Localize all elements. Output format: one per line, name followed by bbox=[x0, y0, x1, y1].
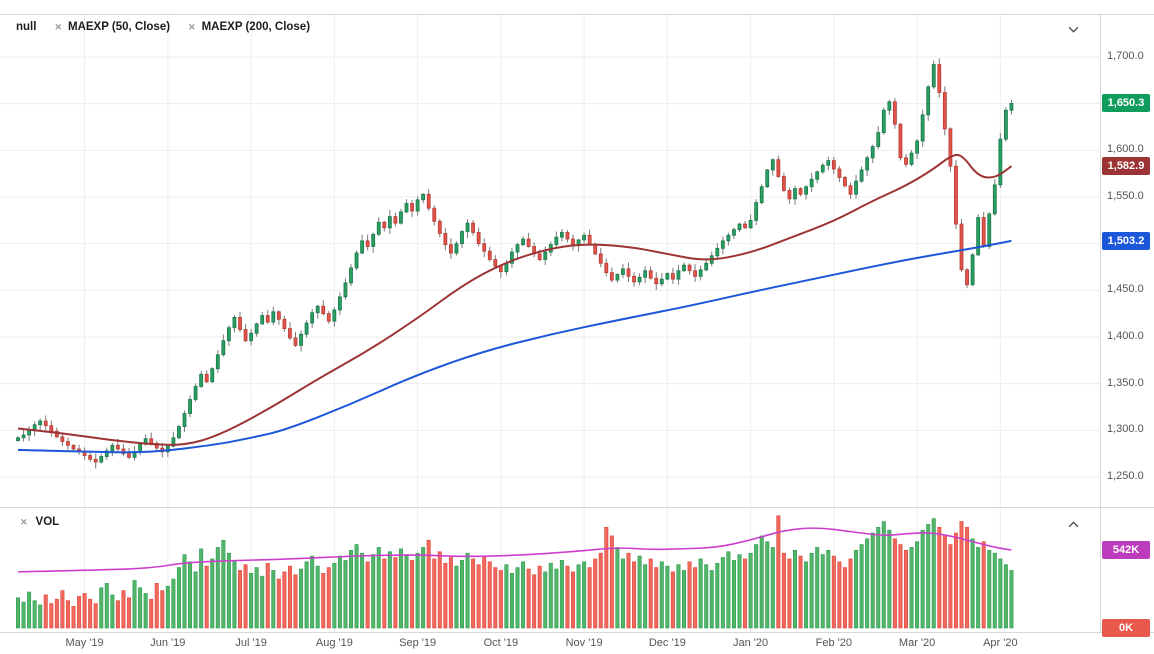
price-tick-label: 1,350.0 bbox=[1107, 376, 1144, 389]
chevron-down-icon bbox=[1068, 26, 1078, 33]
time-tick-label: Oct '19 bbox=[483, 637, 519, 649]
ma200-line bbox=[17, 239, 1012, 454]
remove-volume-icon[interactable]: ✕ bbox=[20, 516, 28, 527]
time-tick-label: Apr '20 bbox=[983, 637, 1018, 649]
price-tick-label: 1,400.0 bbox=[1107, 330, 1144, 342]
volume-zero-badge: 0K bbox=[1102, 619, 1150, 637]
ma200-price-badge: 1,503.2 bbox=[1102, 231, 1150, 250]
time-tick-label: Nov '19 bbox=[565, 637, 603, 649]
ma50-line bbox=[17, 153, 1013, 446]
time-tick-label: Jul '19 bbox=[235, 637, 267, 649]
remove-indicator-ma50-icon[interactable]: ✕ bbox=[54, 21, 62, 32]
indicator-legend-ma200: ✕ MAEXP (200, Close) bbox=[188, 21, 310, 33]
price-tick-label: 1,450.0 bbox=[1107, 283, 1144, 296]
time-tick-label: Jan '20 bbox=[733, 637, 769, 649]
time-tick-label: Sep '19 bbox=[399, 637, 437, 649]
last-price-badge: 1,650.3 bbox=[1102, 94, 1150, 113]
time-tick-label: Jun '19 bbox=[150, 637, 186, 649]
horizontal-gridlines bbox=[0, 56, 1100, 478]
time-tick-label: Feb '20 bbox=[815, 637, 853, 649]
collapse-price-pane-button[interactable] bbox=[1060, 20, 1086, 38]
volume-label[interactable]: VOL bbox=[35, 516, 60, 528]
price-tick-label: 1,600.0 bbox=[1107, 143, 1144, 156]
chevron-up-icon bbox=[1068, 520, 1078, 527]
remove-indicator-ma200-icon[interactable]: ✕ bbox=[188, 21, 196, 32]
volume-pane-legend: ✕ VOL bbox=[20, 516, 59, 528]
time-tick-label: Mar '20 bbox=[898, 637, 936, 649]
indicator-ma50-label[interactable]: MAEXP (50, Close) bbox=[68, 21, 171, 33]
indicator-legend-ma50: ✕ MAEXP (50, Close) bbox=[54, 21, 170, 33]
volume-ma-badge: 542K bbox=[1102, 541, 1150, 559]
volume-ma-line bbox=[17, 527, 1012, 573]
price-tick-label: 1,300.0 bbox=[1107, 423, 1144, 436]
vertical-gridlines bbox=[84, 15, 1001, 632]
pane-separators bbox=[0, 14, 1154, 633]
time-tick-label: May '19 bbox=[65, 637, 104, 649]
ma50-price-badge: 1,582.9 bbox=[1102, 157, 1150, 176]
volume-bars bbox=[15, 515, 1014, 629]
indicator-ma200-label[interactable]: MAEXP (200, Close) bbox=[201, 21, 311, 33]
expand-volume-pane-button[interactable] bbox=[1060, 515, 1086, 533]
time-tick-label: Aug '19 bbox=[315, 637, 353, 649]
price-tick-label: 1,250.0 bbox=[1107, 470, 1144, 482]
price-tick-label: 1,700.0 bbox=[1107, 50, 1144, 62]
candlestick-series bbox=[16, 58, 1014, 469]
price-tick-label: 1,550.0 bbox=[1107, 190, 1144, 202]
price-pane-legend: null ✕ MAEXP (50, Close) ✕ MAEXP (200, C… bbox=[16, 21, 310, 33]
series-label[interactable]: null bbox=[16, 21, 37, 33]
time-tick-label: Dec '19 bbox=[648, 637, 686, 649]
